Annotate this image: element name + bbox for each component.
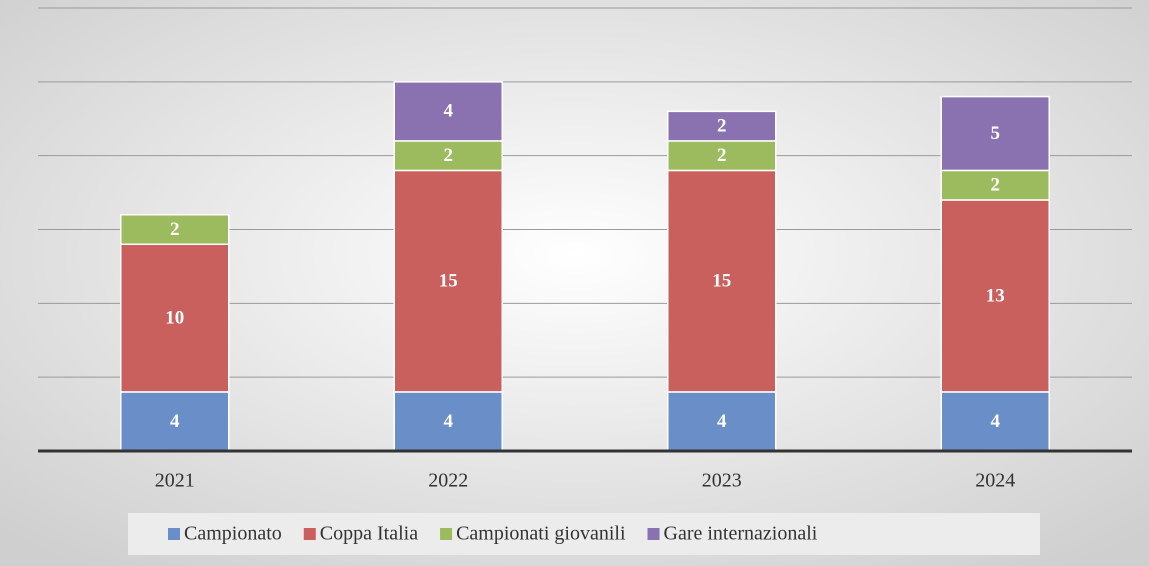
data-label: 4 xyxy=(717,411,727,432)
x-tick-label: 2024 xyxy=(975,470,1015,492)
bar-segment xyxy=(940,95,1050,172)
bar-segment xyxy=(667,169,777,393)
data-label: 15 xyxy=(439,271,458,292)
bar-segment xyxy=(393,140,503,172)
x-tick-label: 2023 xyxy=(702,470,742,492)
data-label: 15 xyxy=(712,271,731,292)
bar-segment xyxy=(667,391,777,452)
legend-label: Campionati giovanili xyxy=(456,523,626,545)
data-label: 2 xyxy=(717,115,727,136)
data-label: 2 xyxy=(170,219,180,240)
bar-segment xyxy=(940,199,1050,393)
data-label: 5 xyxy=(991,123,1001,144)
legend-label: Coppa Italia xyxy=(320,523,418,545)
legend-label: Gare internazionali xyxy=(664,523,818,545)
data-label: 4 xyxy=(444,411,454,432)
legend-label: Campionato xyxy=(184,523,282,545)
data-label: 4 xyxy=(170,411,180,432)
data-label: 4 xyxy=(444,101,454,122)
bar-segment xyxy=(940,169,1050,201)
data-label: 10 xyxy=(165,307,184,328)
bar-segment xyxy=(120,391,230,452)
legend-swatch xyxy=(303,528,316,540)
bar-segment xyxy=(393,169,503,393)
legend-box xyxy=(128,513,1040,555)
legend-swatch xyxy=(440,528,453,540)
data-label: 13 xyxy=(986,285,1005,306)
bar-segment xyxy=(667,140,777,172)
x-tick-label: 2022 xyxy=(428,470,468,492)
data-label: 2 xyxy=(444,145,454,166)
bar-segment xyxy=(393,81,503,142)
data-label: 2 xyxy=(717,145,727,166)
bar-segment xyxy=(667,110,777,142)
x-tick-label: 2021 xyxy=(155,470,195,492)
legend-swatch xyxy=(647,528,660,540)
bar-segment xyxy=(120,243,230,393)
data-label: 4 xyxy=(991,411,1001,432)
data-label: 2 xyxy=(991,175,1001,196)
legend-swatch xyxy=(168,528,180,540)
bar-segment xyxy=(120,213,230,246)
